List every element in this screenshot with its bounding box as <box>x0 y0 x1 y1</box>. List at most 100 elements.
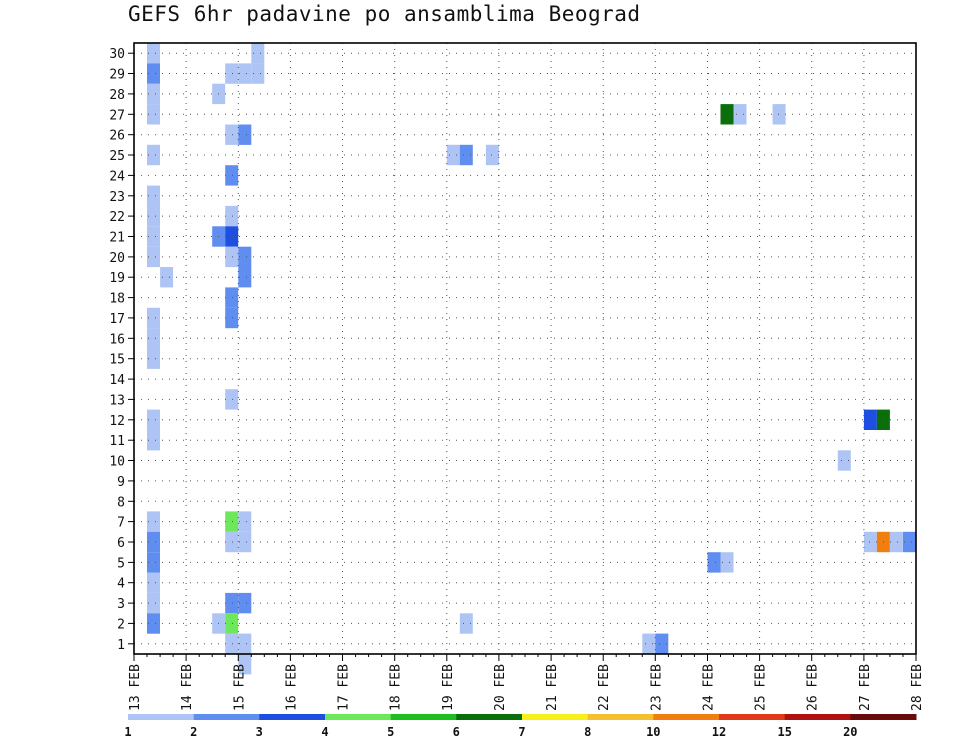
legend-color-swatch <box>390 714 457 720</box>
y-tick-label: 23 <box>109 190 125 205</box>
legend-label: 7 <box>518 725 525 739</box>
y-tick-label: 28 <box>109 88 125 103</box>
y-tick-label: 26 <box>109 129 125 144</box>
heatmap-cell <box>238 511 252 532</box>
heatmap-cell <box>720 552 734 573</box>
heatmap-cell <box>837 450 851 471</box>
legend-label: 20 <box>843 725 857 739</box>
heatmap-cell <box>147 430 160 451</box>
heatmap-cell <box>147 592 160 614</box>
heatmap-cell <box>238 654 252 675</box>
heatmap-cell <box>225 307 239 329</box>
legend-color-swatch <box>653 714 720 720</box>
legend-color-swatch <box>522 714 589 720</box>
heatmap-cell <box>147 348 160 369</box>
legend-color-swatch <box>128 714 195 720</box>
heatmap-cell <box>147 185 160 206</box>
x-tick-label: 19 FEB <box>441 664 456 711</box>
legend-label: 15 <box>777 725 791 739</box>
heatmap-cell <box>863 531 877 553</box>
heatmap-cell <box>225 226 239 247</box>
y-tick-label: 18 <box>109 292 125 307</box>
legend-label: 2 <box>190 725 197 739</box>
heatmap-cell <box>225 287 239 308</box>
heatmap-cell <box>147 307 160 329</box>
heatmap-cell <box>147 409 160 430</box>
heatmap-cell <box>238 633 252 654</box>
y-tick-label: 19 <box>109 271 125 286</box>
x-tick-label: 21 FEB <box>545 664 560 711</box>
y-tick-label: 30 <box>109 47 125 62</box>
heatmap-cell <box>903 531 916 553</box>
y-tick-label: 17 <box>109 312 125 327</box>
heatmap-cell <box>225 63 239 84</box>
y-tick-label: 1 <box>117 638 125 653</box>
y-tick-label: 20 <box>109 251 125 266</box>
heatmap-cell <box>225 124 239 145</box>
legend-color-swatch <box>456 714 523 720</box>
legend-label: 12 <box>712 725 726 739</box>
heatmap-cell <box>238 124 252 145</box>
x-tick-label: 24 FEB <box>702 664 717 711</box>
legend-color-swatch <box>784 714 851 720</box>
y-tick-label: 5 <box>117 556 125 571</box>
y-tick-label: 6 <box>117 536 125 551</box>
y-tick-label: 16 <box>109 332 125 347</box>
x-tick-label: 25 FEB <box>754 664 769 711</box>
heatmap-cell <box>238 246 252 268</box>
y-tick-label: 7 <box>117 516 125 531</box>
legend-label: 3 <box>256 725 263 739</box>
heatmap-cell <box>225 246 239 268</box>
y-tick-label: 29 <box>109 68 125 83</box>
y-tick-label: 4 <box>117 577 125 592</box>
heatmap-cell <box>147 572 160 593</box>
heatmap-cell <box>459 144 473 166</box>
legend-label: 8 <box>584 725 591 739</box>
y-tick-label: 25 <box>109 149 125 164</box>
y-tick-label: 14 <box>109 373 125 388</box>
x-tick-label: 17 FEB <box>337 664 352 711</box>
legend-color-swatch <box>719 714 786 720</box>
legend-label: 6 <box>453 725 460 739</box>
x-tick-label: 20 FEB <box>493 664 508 711</box>
x-tick-label: 18 FEB <box>389 664 404 711</box>
heatmap-cell <box>147 328 160 349</box>
y-tick-label: 12 <box>109 414 125 429</box>
y-tick-label: 15 <box>109 353 125 368</box>
heatmap-cell <box>225 165 239 186</box>
heatmap-cell <box>720 104 734 125</box>
y-tick-label: 22 <box>109 210 125 225</box>
y-tick-label: 27 <box>109 108 125 123</box>
heatmap-cell <box>446 144 460 166</box>
legend-color-swatch <box>325 714 392 720</box>
heatmap-cell <box>655 633 669 654</box>
heatmap-cell <box>147 511 160 532</box>
heatmap-cell <box>147 246 160 268</box>
heatmap-cell <box>147 63 160 84</box>
chart-title: GEFS 6hr padavine po ansamblima Beograd <box>128 2 641 26</box>
y-tick-label: 13 <box>109 393 125 408</box>
y-tick-label: 8 <box>117 495 125 510</box>
heatmap-cell <box>147 104 160 125</box>
x-tick-label: 28 FEB <box>910 664 925 711</box>
heatmap-cell <box>225 613 239 634</box>
heatmap-cell <box>238 267 252 288</box>
heatmap-cell <box>733 104 747 125</box>
legend-label: 10 <box>646 725 660 739</box>
legend-label: 4 <box>321 725 328 739</box>
x-tick-label: 26 FEB <box>806 664 821 711</box>
y-tick-label: 3 <box>117 597 125 612</box>
legend-label: 1 <box>124 725 131 739</box>
legend-color-swatch <box>193 714 260 720</box>
heatmap-cell <box>225 633 239 654</box>
heatmap-cell <box>238 592 252 614</box>
color-legend: 1 2 3 4 5 6 7 8 10 12 15 20 <box>124 714 917 739</box>
heatmap-cell <box>707 552 721 573</box>
heatmap-cell <box>459 613 473 634</box>
heatmap-cell <box>225 531 239 553</box>
y-axis: 1234567891011121314151617181920212223242… <box>109 47 134 653</box>
heatmap-cell <box>889 531 903 553</box>
heatmap-cell <box>225 592 239 614</box>
y-tick-label: 24 <box>109 169 125 184</box>
